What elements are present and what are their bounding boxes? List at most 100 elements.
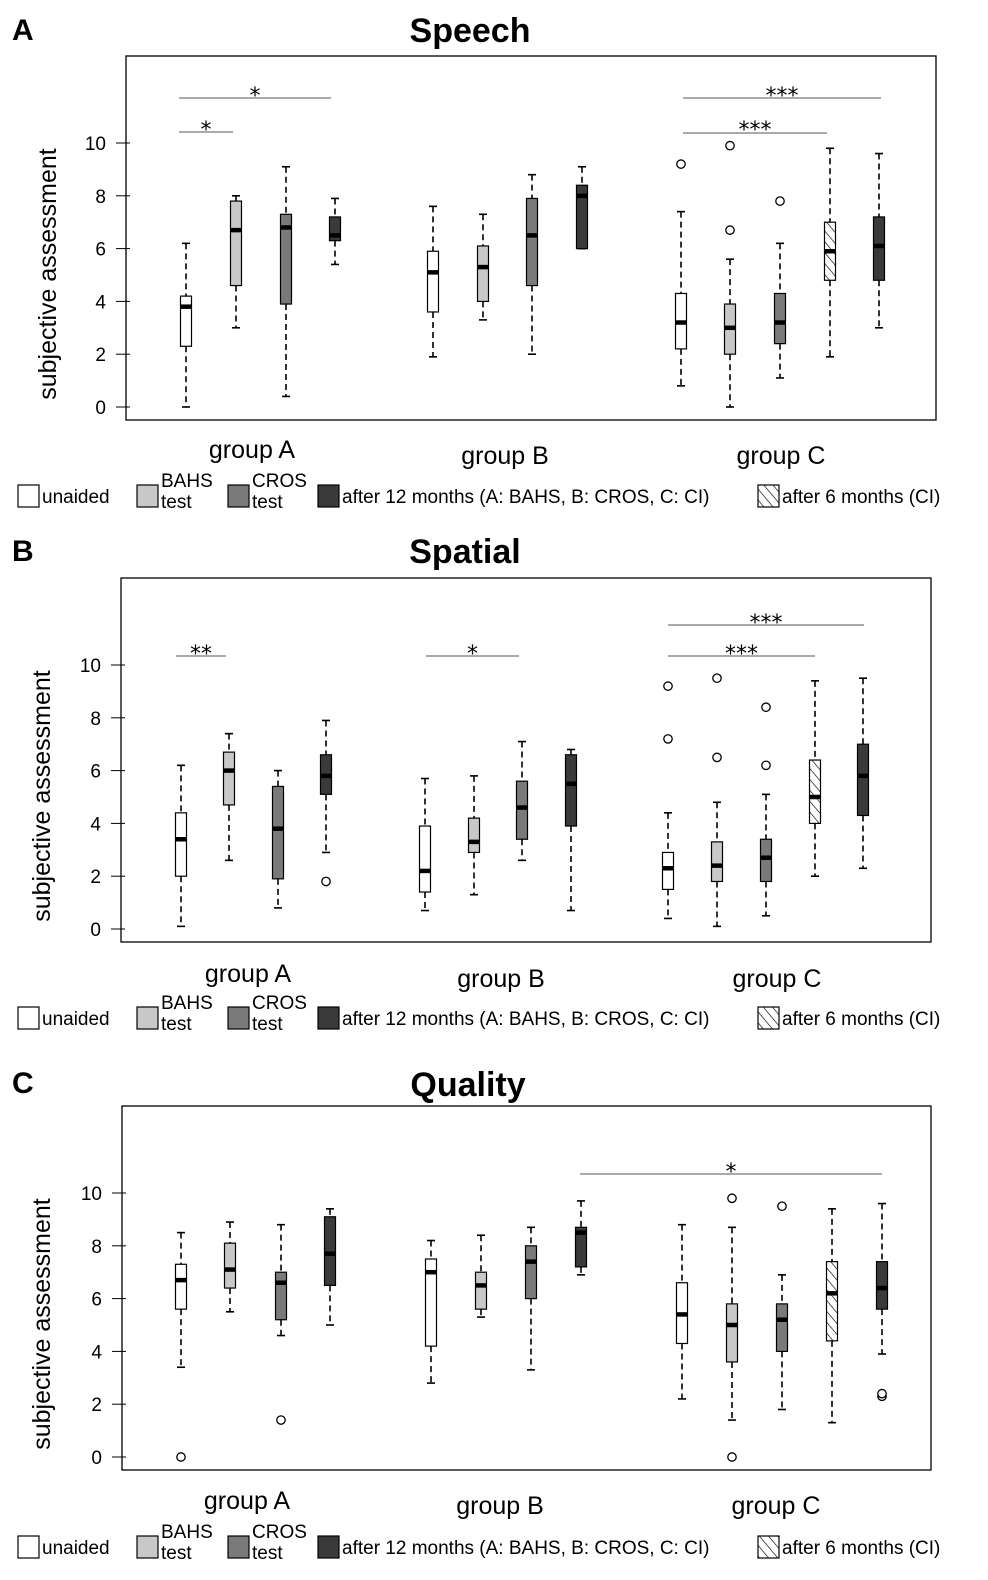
group-label: group C [737,442,826,470]
group-label: group A [204,1487,291,1515]
panel-letter: C [12,1067,34,1100]
legend-label-cros: CROS [252,471,307,492]
box-group-a-cros [271,769,285,909]
box-group-a-after-12-months [319,719,333,887]
legend-label-bahs: test [161,492,192,513]
y-axis-label: subjective assessment [28,670,56,922]
legend-label-unaided: unaided [42,487,110,508]
outlier-point [276,1415,286,1425]
outlier-point [725,225,735,235]
legend-swatch-bahs [136,484,159,508]
y-axis-label: subjective assessment [28,1198,56,1450]
legend-swatch-bahs [136,1006,159,1030]
legend-label-m12: after 12 months (A: BAHS, B: CROS, C: CI… [342,487,709,508]
box-body [524,1245,538,1300]
box-group-b-unaided [426,205,440,358]
legend-swatch-m12 [317,1006,340,1030]
significance-label: *** [750,611,783,636]
outlier-point [877,1388,887,1399]
box-body [525,197,539,287]
legend-label-m6: after 6 months (CI) [782,1538,940,1559]
legend-swatch-m12 [317,484,340,508]
plot-frame [125,55,937,421]
box-body [872,216,886,281]
legend-label-cros: test [252,1543,283,1564]
outlier-point [663,681,673,691]
box-group-a-bahs [222,732,236,862]
outlier-point [727,1193,737,1204]
legend-label-cros: CROS [252,1522,307,1543]
y-tick-label: 0 [90,920,101,941]
box-body [179,295,193,347]
box-group-b-bahs [476,213,490,321]
outlier-point [663,734,673,744]
legend-label-bahs: test [161,1014,192,1035]
box-body [467,817,481,854]
y-tick-label: 4 [91,1342,102,1363]
group-label: group B [456,1492,544,1520]
legend-swatch-cros [227,1006,250,1030]
legend-label-unaided: unaided [42,1009,110,1030]
box-body [661,851,675,891]
y-axis-label: subjective assessment [34,148,62,400]
box-group-b-cros [515,740,529,862]
box-group-a-unaided [174,764,188,928]
legend-swatch-unaided [17,484,40,508]
legend-label-unaided: unaided [42,1538,110,1559]
box-body [274,1271,288,1321]
box-group-c-after-6-months [808,680,822,878]
box-body [725,1303,739,1363]
panel-c: C Quality subjective assessment 0 2 4 6 8 10 grou… [12,1066,940,1564]
y-tick-label: 4 [90,814,101,835]
box-group-b-after-12-months [574,1200,588,1276]
box-body [856,743,870,817]
box-group-c-after-12-months [872,152,886,329]
box-body [575,184,589,250]
legend-label-m6: after 6 months (CI) [782,487,940,508]
outlier-point [321,876,331,887]
box-body [476,245,490,303]
outlier-point [676,159,686,169]
significance-label: * [467,642,478,667]
box-group-c-cros [773,196,787,379]
legend-swatch-unaided [17,1535,40,1559]
y-tick-label: 0 [91,1448,102,1469]
box-group-c-unaided [674,159,688,387]
group-label: group B [461,442,549,470]
legend-swatch-unaided [17,1006,40,1030]
box-body [174,812,188,877]
group-label: group A [205,960,292,988]
box-group-a-bahs [229,195,243,329]
significance-label: *** [739,118,772,143]
chart-title: Spatial [409,533,520,571]
box-body [271,785,285,880]
legend-swatch-cros [227,1535,250,1559]
box-group-b-unaided [418,777,432,912]
box-body [424,1258,438,1347]
legend-label-bahs: BAHS [161,1522,213,1543]
significance-label: * [201,118,212,143]
significance-label: ** [190,642,212,667]
panel-letter: B [12,535,34,568]
box-group-c-unaided [661,681,675,920]
y-tick-label: 6 [91,1290,102,1311]
box-group-c-after-6-months [825,1208,839,1424]
box-group-b-cros [524,1226,538,1371]
box-group-c-bahs [710,673,724,928]
box-body [515,780,529,840]
plot-frame [121,1105,932,1471]
plot-frame [120,577,932,943]
box-group-b-bahs [474,1234,488,1318]
panel-letter: A [12,14,34,47]
group-label: group C [733,965,822,993]
box-body [775,1303,789,1353]
legend-label-m12: after 12 months (A: BAHS, B: CROS, C: CI… [342,1538,709,1559]
box-group-a-after-12-months [328,197,342,266]
y-tick-label: 0 [95,398,106,419]
y-tick-label: 10 [81,1184,102,1205]
box-group-a-unaided [174,1231,188,1462]
outlier-point [775,196,785,206]
